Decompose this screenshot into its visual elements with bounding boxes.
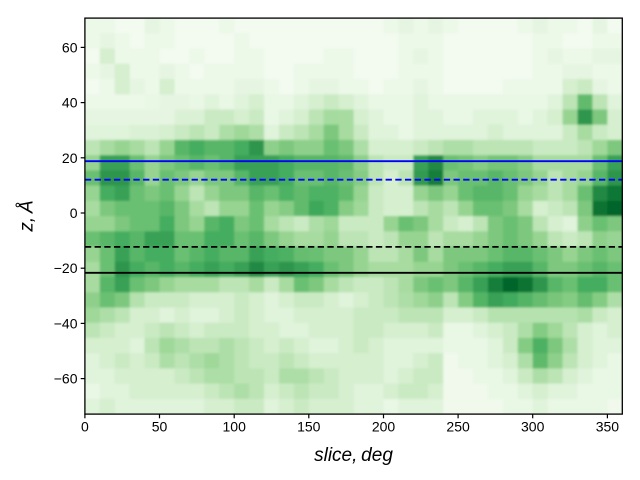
svg-text:0: 0	[70, 205, 78, 221]
svg-text:100: 100	[223, 419, 247, 435]
svg-text:−40: −40	[54, 315, 78, 331]
svg-text:50: 50	[152, 419, 168, 435]
svg-text:300: 300	[521, 419, 545, 435]
svg-text:0: 0	[81, 419, 89, 435]
svg-text:z, Å: z, Å	[17, 200, 38, 232]
svg-text:−60: −60	[54, 371, 78, 387]
svg-text:200: 200	[372, 419, 396, 435]
svg-text:250: 250	[446, 419, 470, 435]
svg-text:60: 60	[62, 39, 78, 55]
svg-text:350: 350	[596, 419, 620, 435]
svg-text:150: 150	[297, 419, 321, 435]
svg-text:slice, deg: slice, deg	[314, 445, 393, 466]
svg-text:−20: −20	[54, 260, 78, 276]
svg-text:40: 40	[62, 95, 78, 111]
svg-text:20: 20	[62, 150, 78, 166]
